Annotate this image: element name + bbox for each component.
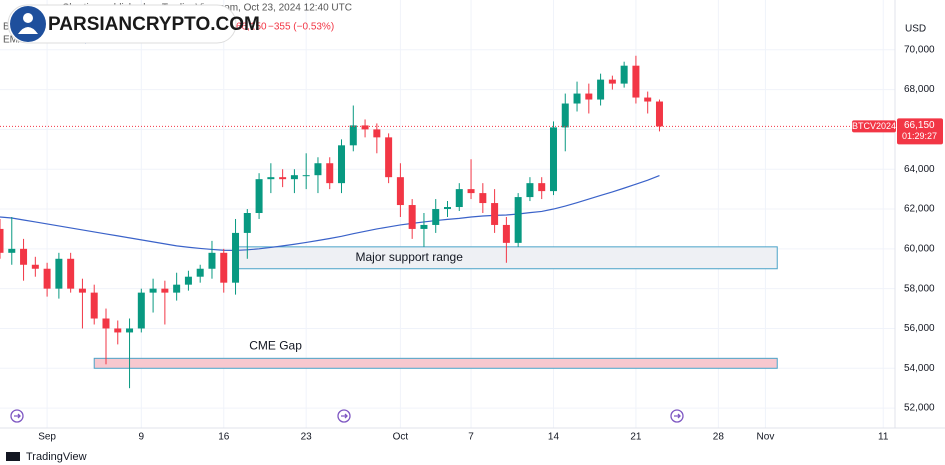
candle-body	[408, 205, 416, 229]
candle-body	[608, 79, 616, 84]
x-tick-label: 21	[630, 432, 642, 443]
candle-body	[126, 328, 134, 333]
candle-body	[361, 125, 369, 130]
candle-body	[208, 252, 216, 269]
candle-body	[184, 276, 192, 285]
watermark-text: PARSIANCRYPTO.COM	[48, 14, 260, 35]
y-tick-label: 56,000	[904, 323, 935, 334]
watermark: PARSIANCRYPTO.COM	[7, 4, 260, 44]
y-tick-label: 54,000	[904, 363, 935, 374]
annotation-label: Major support range	[356, 250, 464, 264]
plot-area	[0, 0, 895, 428]
candle-body	[385, 137, 393, 178]
candle-body	[479, 193, 487, 204]
candle-body	[561, 103, 569, 128]
y-tick-label: 68,000	[904, 84, 935, 95]
candle-body	[444, 207, 451, 210]
price-tag-bg	[897, 118, 943, 145]
candle-body	[302, 175, 310, 177]
y-tick-label: 52,000	[904, 403, 935, 414]
candle-body	[102, 318, 110, 329]
annotation-label: CME Gap	[249, 338, 302, 352]
candle-body	[432, 209, 440, 225]
candle-body	[538, 183, 546, 192]
candle-body	[373, 129, 381, 138]
y-tick-label: 62,000	[904, 204, 935, 215]
symbol: Bi	[3, 22, 12, 33]
x-tick-label: 16	[218, 432, 230, 443]
candle-body	[467, 189, 475, 194]
x-tick-label: 23	[301, 432, 313, 443]
candle-body	[20, 248, 28, 265]
candle-body	[338, 145, 346, 184]
x-tick-label: 11	[878, 432, 889, 443]
x-tick-label: 7	[468, 432, 474, 443]
candle-body	[196, 268, 204, 277]
price-tag-countdown: 01:29:27	[902, 131, 937, 141]
candle-body	[0, 228, 4, 253]
candle-body	[78, 288, 86, 293]
x-tick-label: 9	[139, 432, 145, 443]
candle-body	[232, 232, 240, 283]
candle-body	[267, 177, 275, 180]
candle-body	[137, 292, 145, 329]
x-tick-label: Nov	[757, 432, 775, 443]
candle-body	[549, 127, 557, 192]
candle-body	[31, 264, 39, 269]
candle-body	[632, 65, 640, 98]
change: −355 (−0.53%)	[268, 22, 334, 33]
x-tick-label: Oct	[393, 432, 409, 443]
y-tick-label: 58,000	[904, 283, 935, 294]
candle-body	[620, 65, 628, 84]
candle-body	[655, 101, 663, 127]
candle-body	[67, 258, 75, 289]
x-tick-label: Sep	[38, 432, 56, 443]
zone	[93, 357, 778, 369]
candle-body	[326, 163, 334, 184]
brand: TradingView	[26, 451, 87, 463]
candle-body	[597, 79, 605, 100]
candle-body	[55, 258, 63, 289]
y-tick-label: 60,000	[904, 243, 935, 254]
y-tick-label: 70,000	[904, 44, 935, 55]
x-tick-label: 14	[548, 432, 560, 443]
candle-body	[644, 97, 652, 102]
candle-body	[502, 224, 510, 243]
ema-line	[0, 174, 660, 252]
candle-body	[585, 93, 593, 100]
footer-logo: TradingView	[6, 451, 87, 463]
candle-body	[279, 177, 287, 180]
y-tick-label: 64,000	[904, 164, 935, 175]
last-price: 66,150	[236, 22, 267, 33]
ema-label: EMA	[3, 35, 25, 46]
candle-body	[573, 93, 581, 104]
candle-body	[220, 252, 228, 283]
currency: USD	[905, 24, 926, 35]
candle-body	[314, 163, 322, 176]
candle-body	[491, 203, 499, 225]
candle-body	[255, 179, 263, 214]
candle-body	[243, 213, 251, 233]
candle-body	[396, 177, 404, 206]
candle-body	[173, 284, 181, 293]
candle-body	[161, 288, 169, 293]
price-tag-symbol-bg	[852, 120, 896, 133]
event-icons	[10, 409, 684, 423]
candle-body	[8, 248, 16, 253]
candle-body	[455, 189, 463, 208]
x-tick-label: 28	[713, 432, 725, 443]
candle-body	[526, 183, 534, 198]
price-tag-label: 66,150	[904, 120, 935, 131]
candle-body	[114, 328, 122, 333]
candle-body	[349, 125, 357, 146]
candle-body	[149, 288, 157, 293]
candle-body	[420, 224, 428, 229]
candle-body	[43, 268, 51, 289]
candle-body	[290, 175, 298, 180]
price-tag-symbol: BTCV2024	[852, 121, 896, 131]
candle-body	[514, 197, 522, 243]
candle-body	[90, 292, 98, 319]
